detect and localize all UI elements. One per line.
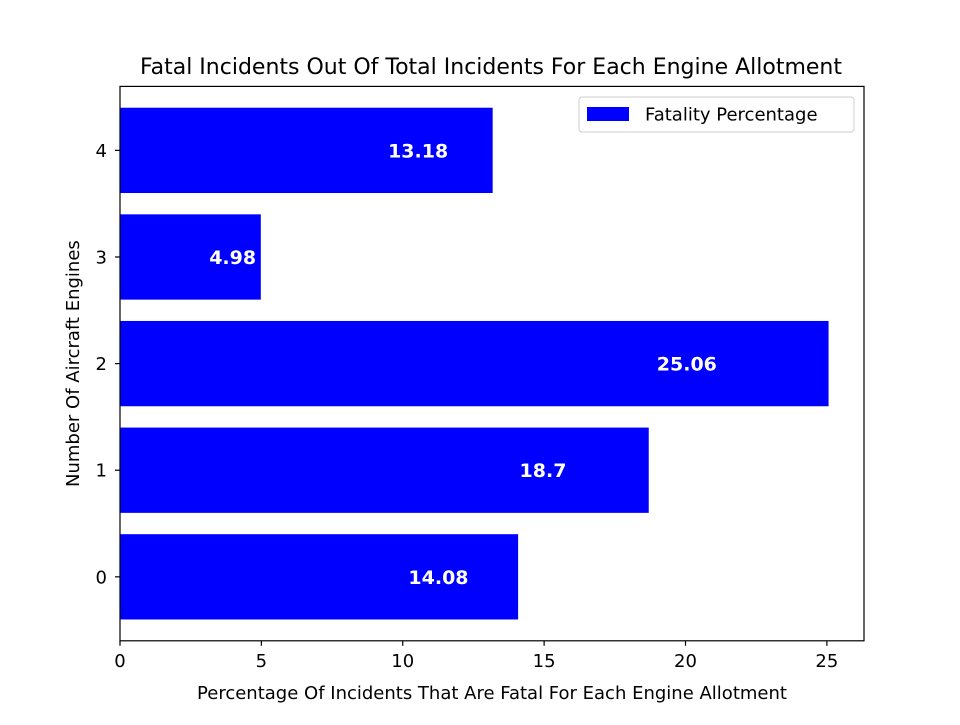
bar-engines-0 <box>120 534 519 620</box>
data-label-engines-0: 14.08 <box>408 567 468 589</box>
y-tick-label: 4 <box>96 141 107 162</box>
y-tick-label: 3 <box>96 247 107 268</box>
data-label-engines-1: 18.7 <box>520 460 567 482</box>
data-label-engines-4: 13.18 <box>388 140 448 162</box>
y-tick-label: 1 <box>96 461 107 482</box>
x-tick-label: 0 <box>114 651 125 672</box>
y-axis: 0 1 2 3 4 <box>96 141 120 588</box>
bar-engines-2 <box>120 320 829 407</box>
legend-frame <box>578 96 855 133</box>
bar-engines-3 <box>120 214 261 300</box>
data-labels-layer: 14.08 18.7 25.06 4.98 13.18 <box>209 140 717 588</box>
bar-engines-1 <box>120 427 649 513</box>
y-tick-label: 0 <box>96 567 107 588</box>
data-label-engines-2: 25.06 <box>657 354 717 376</box>
bars-layer <box>120 107 829 620</box>
y-axis-label: Number Of Aircraft Engines <box>63 240 84 487</box>
legend-label: Fatality Percentage <box>645 105 818 126</box>
x-tick-label: 20 <box>674 651 697 672</box>
chart-title: Fatal Incidents Out Of Total Incidents F… <box>140 55 842 80</box>
x-axis-label: Percentage Of Incidents That Are Fatal F… <box>197 683 787 704</box>
bar-engines-4 <box>120 107 493 194</box>
x-tick-label: 25 <box>815 651 838 672</box>
legend: Fatality Percentage <box>578 96 855 133</box>
legend-swatch <box>587 107 629 121</box>
y-tick-label: 2 <box>96 354 107 375</box>
x-tick-label: 5 <box>256 651 267 672</box>
x-axis: 0 5 10 15 20 25 <box>114 640 838 672</box>
x-tick-label: 10 <box>391 651 414 672</box>
x-tick-label: 15 <box>533 651 556 672</box>
data-label-engines-3: 4.98 <box>209 247 256 269</box>
